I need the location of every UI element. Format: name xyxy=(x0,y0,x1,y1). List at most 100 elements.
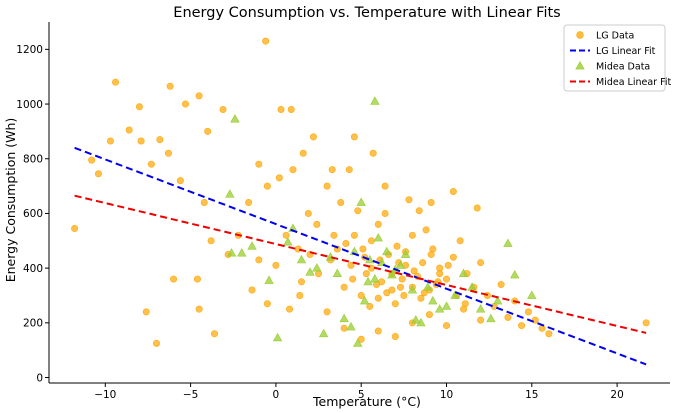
y-tick-label: 400 xyxy=(23,263,43,275)
lg-data-point xyxy=(415,207,423,215)
lg-data-point xyxy=(366,302,374,310)
midea-data-point xyxy=(226,248,237,257)
midea-data-point xyxy=(441,301,452,310)
midea-data-point xyxy=(332,268,343,277)
midea-data-point xyxy=(492,295,503,305)
lg-data-point xyxy=(195,305,203,313)
lg-data-point xyxy=(313,220,321,228)
lg-data-point xyxy=(408,231,416,239)
lg-data-point xyxy=(443,275,451,283)
lg-data-point xyxy=(422,226,430,234)
lg-data-point xyxy=(263,300,271,308)
lg-data-point xyxy=(135,103,143,111)
lg-data-point xyxy=(94,170,102,178)
lg-data-point xyxy=(309,133,317,141)
lg-linear-fit-line xyxy=(74,146,647,366)
midea-data-point xyxy=(387,269,397,279)
lg-data-point xyxy=(381,209,389,217)
lg-data-point xyxy=(207,237,215,245)
midea-data-point xyxy=(370,274,380,283)
x-axis: −10 −5 0 5 10 15 20 xyxy=(49,382,670,401)
lg-data-point xyxy=(71,224,79,232)
legend-label-midea-data: Midea Data xyxy=(596,62,650,73)
lg-data-point xyxy=(142,308,150,316)
midea-linear-fit-line xyxy=(74,194,647,334)
midea-data-point xyxy=(346,321,356,331)
lg-data-point xyxy=(396,283,404,291)
midea-data-point xyxy=(363,276,373,286)
lg-data-point xyxy=(125,126,133,134)
midea-data-point xyxy=(376,257,387,267)
lg-data-point xyxy=(518,322,526,330)
lg-data-point xyxy=(427,199,435,207)
lg-data-point xyxy=(277,106,285,114)
midea-data-point xyxy=(318,328,329,338)
lg-data-point xyxy=(170,275,178,283)
y-tick-label: 1200 xyxy=(16,44,43,56)
lg-data-point xyxy=(477,259,485,267)
y-tick-label: 600 xyxy=(23,208,43,220)
lg-data-point xyxy=(419,259,427,267)
lg-data-point xyxy=(282,231,290,239)
legend: LG Data LG Linear Fit Midea Data Midea Line… xyxy=(563,24,672,92)
legend-label-lg-linear-fit: LG Linear Fit xyxy=(596,46,656,57)
lg-data-point xyxy=(524,308,532,316)
lg-data-point xyxy=(391,300,399,308)
chart-title: Energy Consumption vs. Temperature with … xyxy=(173,5,560,21)
lg-data-point xyxy=(388,286,396,294)
lg-data-point xyxy=(359,245,367,253)
lg-data-point xyxy=(342,240,350,248)
lg-data-point xyxy=(425,311,433,319)
midea-data-point xyxy=(339,313,349,323)
lg-data-point xyxy=(362,270,370,278)
x-tick-label: 10 xyxy=(440,389,453,401)
lg-data-point xyxy=(504,313,512,321)
midea-data-point xyxy=(312,263,322,272)
lg-data-point xyxy=(262,37,270,45)
midea-data-point xyxy=(458,268,469,277)
lg-data-point xyxy=(460,305,468,313)
midea-data-point xyxy=(400,249,411,258)
midea-data-point xyxy=(416,317,426,327)
lg-data-point xyxy=(538,324,546,332)
lg-data-point xyxy=(427,250,435,258)
lg-data-point xyxy=(349,275,357,283)
y-tick-label: 0 xyxy=(36,372,43,384)
lg-data-point xyxy=(367,237,375,245)
midea-data-point xyxy=(407,285,418,294)
lg-data-point xyxy=(106,137,114,145)
lg-data-point xyxy=(296,291,304,299)
lg-data-point xyxy=(456,237,464,245)
lg-data-point xyxy=(156,136,164,144)
lg-data-point xyxy=(374,220,382,228)
lg-data-point xyxy=(340,324,348,332)
lg-data-point xyxy=(410,267,418,275)
midea-data-point xyxy=(428,295,438,305)
midea-data-point xyxy=(296,254,307,264)
lg-data-point xyxy=(330,231,338,239)
legend-box xyxy=(563,24,666,92)
midea-data-point xyxy=(450,290,460,299)
lg-data-point xyxy=(152,339,160,347)
x-tick-label: −5 xyxy=(183,389,198,401)
lg-data-point xyxy=(88,156,96,164)
lg-data-point xyxy=(381,182,389,190)
midea-data-point xyxy=(527,290,537,299)
midea-data-point xyxy=(237,248,247,257)
midea-data-point xyxy=(353,338,363,347)
midea-data-point xyxy=(247,241,257,250)
midea-data-point xyxy=(434,304,445,313)
lg-data-point xyxy=(545,330,553,338)
midea-data-point xyxy=(486,313,496,323)
midea-data-point xyxy=(283,237,293,246)
x-tick-label: −10 xyxy=(94,389,116,401)
lg-data-point xyxy=(137,137,145,145)
lg-data-point xyxy=(210,330,218,338)
midea-data-point xyxy=(272,332,283,342)
lg-data-point xyxy=(449,253,457,261)
lg-data-point xyxy=(347,261,355,269)
legend-marker-lg-data xyxy=(576,31,584,39)
midea-data-point xyxy=(510,269,520,279)
midea-data-point xyxy=(225,189,235,198)
